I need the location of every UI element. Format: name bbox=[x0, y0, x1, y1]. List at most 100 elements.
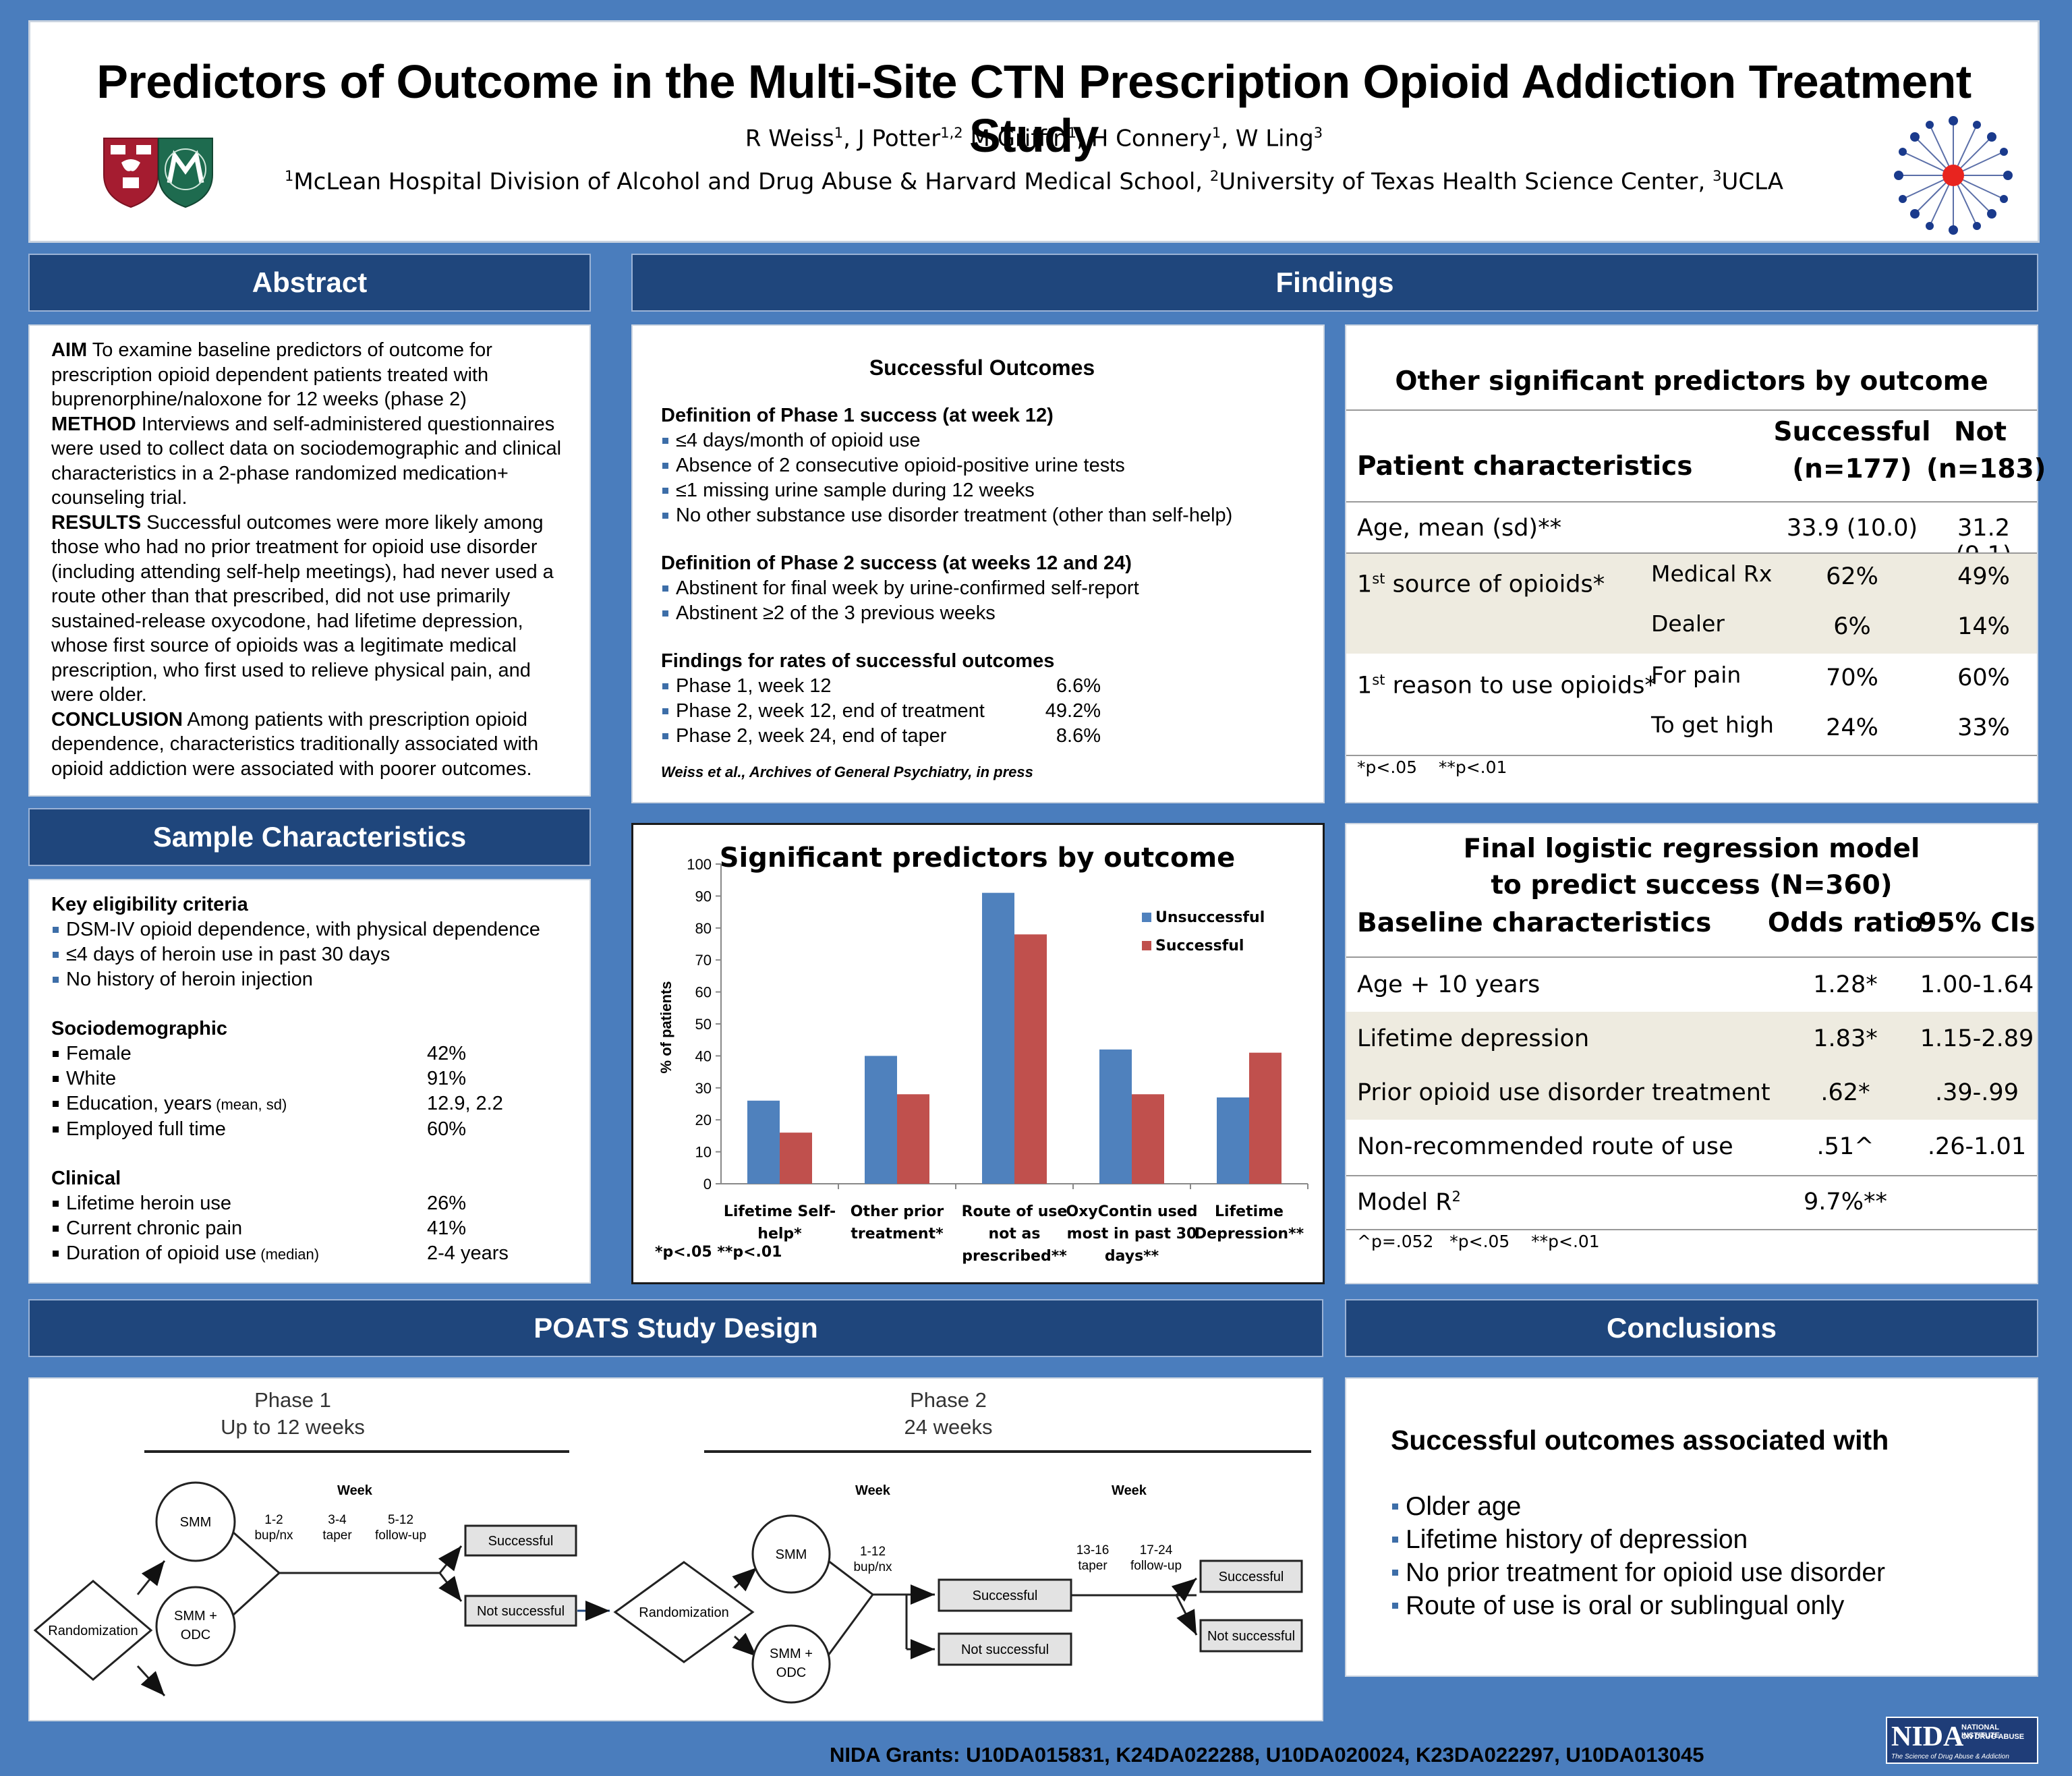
svg-text:Not successful: Not successful bbox=[1207, 1629, 1295, 1644]
poster-title: Predictors of Outcome in the Multi-Site … bbox=[96, 55, 1972, 162]
svg-text:taper: taper bbox=[322, 1528, 352, 1543]
y-tick-label: 100 bbox=[687, 856, 712, 873]
svg-text:SMM: SMM bbox=[776, 1547, 807, 1562]
svg-text:1-2: 1-2 bbox=[264, 1513, 283, 1527]
results-label: RESULTS bbox=[51, 511, 142, 534]
bar-successful bbox=[1132, 1094, 1164, 1184]
affiliation: UCLA bbox=[1721, 168, 1784, 196]
smm-odc-label: SMM + bbox=[174, 1609, 217, 1624]
phase2-title: Phase 2 bbox=[910, 1388, 987, 1412]
sample-header: Sample Characteristics bbox=[28, 808, 591, 866]
col-or-header: Odds ratio bbox=[1767, 908, 1924, 938]
author-name: M Griffin bbox=[970, 125, 1068, 152]
list-item: No prior treatment for opioid use disord… bbox=[1391, 1556, 2010, 1589]
bar-unsuccessful bbox=[747, 1100, 780, 1184]
source-label: 1st source of opioids* bbox=[1357, 571, 1605, 598]
smm-node bbox=[751, 1514, 831, 1594]
p2-not-successful-box bbox=[938, 1632, 1072, 1666]
outcomes-title: Successful Outcomes bbox=[869, 355, 1095, 380]
list-item: Female 42% bbox=[51, 1041, 569, 1066]
p1-not-successful-box bbox=[464, 1595, 577, 1627]
y-tick-label: 50 bbox=[695, 1016, 712, 1033]
y-tick-label: 80 bbox=[695, 920, 712, 937]
affiliation: University of Texas Health Science Cente… bbox=[1219, 168, 1713, 196]
legend-swatch bbox=[1142, 913, 1151, 922]
table-row: Age, mean (sd)** 33.9 (10.0) 31.2 (9.1) bbox=[1357, 515, 2011, 569]
outcomes-panel: Successful Outcomes Definition of Phase … bbox=[631, 324, 1325, 803]
conclusions-header: Conclusions bbox=[1345, 1299, 2038, 1357]
bar-unsuccessful bbox=[982, 892, 1014, 1184]
aim-label: AIM bbox=[51, 339, 88, 361]
x-tick-label: Route of use bbox=[962, 1203, 1068, 1220]
regression-title: Final logistic regression model to predi… bbox=[1463, 834, 1920, 900]
smm-odc-node bbox=[751, 1624, 831, 1704]
week-label: Week bbox=[337, 1483, 373, 1498]
predictors-title: Other significant predictors by outcome bbox=[1395, 366, 1988, 397]
table-row: To get high 24% 33% bbox=[1651, 712, 2010, 741]
conclusion-label: CONCLUSION bbox=[51, 708, 183, 731]
title-banner: Predictors of Outcome in the Multi-Site … bbox=[28, 20, 2040, 243]
svg-text:SMM +: SMM + bbox=[770, 1646, 813, 1661]
table-row: Medical Rx 62% 49% bbox=[1651, 561, 2010, 590]
svg-text:13-16: 13-16 bbox=[1076, 1543, 1110, 1557]
affiliation-line: 1McLean Hospital Division of Alcohol and… bbox=[284, 168, 1784, 196]
design-header: POATS Study Design bbox=[28, 1299, 1323, 1357]
svg-text:Not successful: Not successful bbox=[961, 1642, 1049, 1657]
y-tick-label: 60 bbox=[695, 984, 712, 1001]
eligibility-title: Key eligibility criteria bbox=[51, 894, 248, 915]
list-item: Education, years (mean, sd) 12.9, 2.2 bbox=[51, 1091, 569, 1117]
list-item: Abstinent for final week by urine-confir… bbox=[661, 576, 1303, 601]
y-axis-label: % of patients bbox=[658, 981, 674, 1074]
list-item: Route of use is oral or sublingual only bbox=[1391, 1589, 2010, 1622]
list-item: Phase 1, week 12 6.6% bbox=[661, 674, 1303, 699]
x-tick-label: Other prior bbox=[851, 1203, 944, 1220]
svg-text:Week: Week bbox=[855, 1483, 891, 1498]
bar-unsuccessful bbox=[1099, 1049, 1132, 1184]
bar-successful bbox=[1249, 1052, 1282, 1184]
svg-text:Successful: Successful bbox=[488, 1534, 554, 1549]
list-item: Lifetime history of depression bbox=[1391, 1523, 2010, 1556]
list-item: ≤4 days of heroin use in past 30 days bbox=[51, 942, 569, 967]
citation: Weiss et al., Archives of General Psychi… bbox=[661, 764, 1033, 780]
y-tick-label: 20 bbox=[695, 1112, 712, 1128]
randomization-diamond bbox=[33, 1580, 153, 1681]
results-text: Successful outcomes were more likely amo… bbox=[51, 511, 554, 706]
bar-successful bbox=[780, 1133, 812, 1184]
list-item: Absence of 2 consecutive opioid-positive… bbox=[661, 453, 1303, 478]
legend-label: Successful bbox=[1155, 938, 1244, 954]
conclusions-list: Older age Lifetime history of depression N… bbox=[1391, 1490, 2010, 1622]
phase1-title: Phase 1 bbox=[254, 1388, 331, 1412]
chart-title: Significant predictors by outcome bbox=[720, 842, 1236, 873]
author-name: R Weiss bbox=[745, 125, 834, 152]
abstract-header: Abstract bbox=[28, 254, 591, 312]
predictors-panel: Other significant predictors by outcome … bbox=[1345, 324, 2046, 803]
col-successful-header: Successful (n=177) bbox=[1773, 417, 1931, 484]
svg-text:Not successful: Not successful bbox=[477, 1604, 565, 1619]
svg-text:taper: taper bbox=[1078, 1559, 1107, 1573]
list-item: No history of heroin injection bbox=[51, 967, 569, 992]
randomization-label: Randomization bbox=[48, 1624, 138, 1638]
y-tick-label: 0 bbox=[703, 1176, 712, 1193]
list-item: Employed full time 60% bbox=[51, 1117, 569, 1142]
y-tick-label: 30 bbox=[695, 1080, 712, 1097]
table-row: Non-recommended route of use .51^ .26-1.01 bbox=[1357, 1133, 2027, 1160]
phase2-def-list: Abstinent for final week by urine-confir… bbox=[661, 576, 1303, 626]
smm-label: SMM bbox=[180, 1515, 212, 1530]
author-name: J Potter bbox=[857, 125, 941, 152]
svg-text:17-24: 17-24 bbox=[1140, 1543, 1173, 1557]
findings-header: Findings bbox=[631, 254, 2038, 312]
phase2-def-title: Definition of Phase 2 success (at weeks … bbox=[661, 552, 1132, 574]
x-tick-label: Depression** bbox=[1195, 1226, 1304, 1242]
svg-text:Successful: Successful bbox=[973, 1588, 1038, 1603]
bar-successful bbox=[897, 1094, 929, 1184]
svg-text:Week: Week bbox=[1112, 1483, 1147, 1498]
p1-successful-box bbox=[464, 1524, 577, 1557]
design-panel: Phase 1 Up to 12 weeks Phase 2 24 weeks … bbox=[28, 1377, 1323, 1721]
clinical-list: Lifetime heroin use 26% Current chronic pa… bbox=[51, 1191, 569, 1267]
table-row: Model R2 9.7%** bbox=[1357, 1188, 1887, 1216]
svg-text:bup/nx: bup/nx bbox=[254, 1528, 293, 1543]
col-patient-header: Patient characteristics bbox=[1357, 451, 1693, 482]
nida-logo: NIDA NATIONAL INSTITUTE ON DRUG ABUSE Th… bbox=[1886, 1717, 2038, 1764]
bar-successful bbox=[1014, 934, 1047, 1184]
legend-swatch bbox=[1142, 941, 1151, 950]
